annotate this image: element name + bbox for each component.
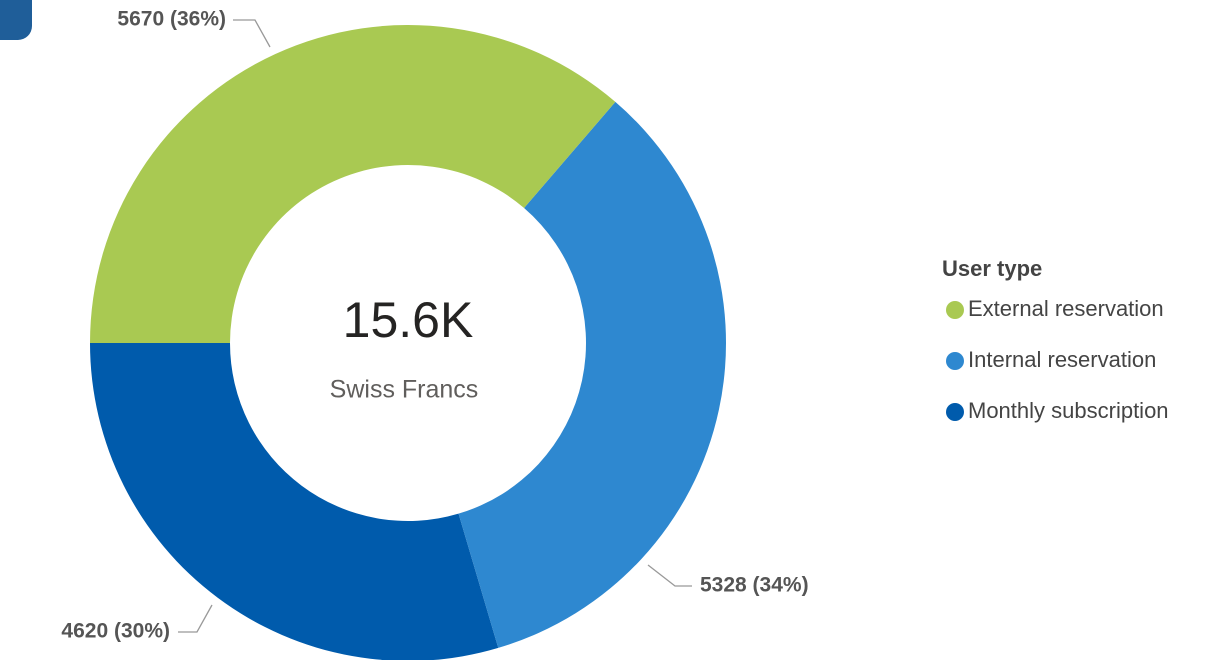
donut-slice [458, 101, 726, 648]
data-label: 4620 (30%) [61, 620, 170, 643]
corner-widget [0, 0, 32, 40]
data-label: 5328 (34%) [700, 574, 809, 597]
legend-title: User type [942, 256, 1042, 281]
donut-slice [89, 343, 499, 661]
center-sublabel: Swiss Francs [330, 376, 479, 404]
legend-marker [946, 352, 964, 370]
data-label: 5670 (36%) [117, 8, 226, 31]
leader-line [233, 19, 271, 48]
center-label: 15.6K [343, 292, 474, 348]
donut-slice [90, 25, 616, 344]
legend-marker [946, 301, 964, 319]
leader-line [647, 564, 692, 587]
legend-marker [946, 403, 964, 421]
legend-label: Monthly subscription [968, 398, 1169, 423]
legend-label: Internal reservation [968, 347, 1156, 372]
leader-line [178, 604, 213, 633]
legend-label: External reservation [968, 296, 1164, 321]
